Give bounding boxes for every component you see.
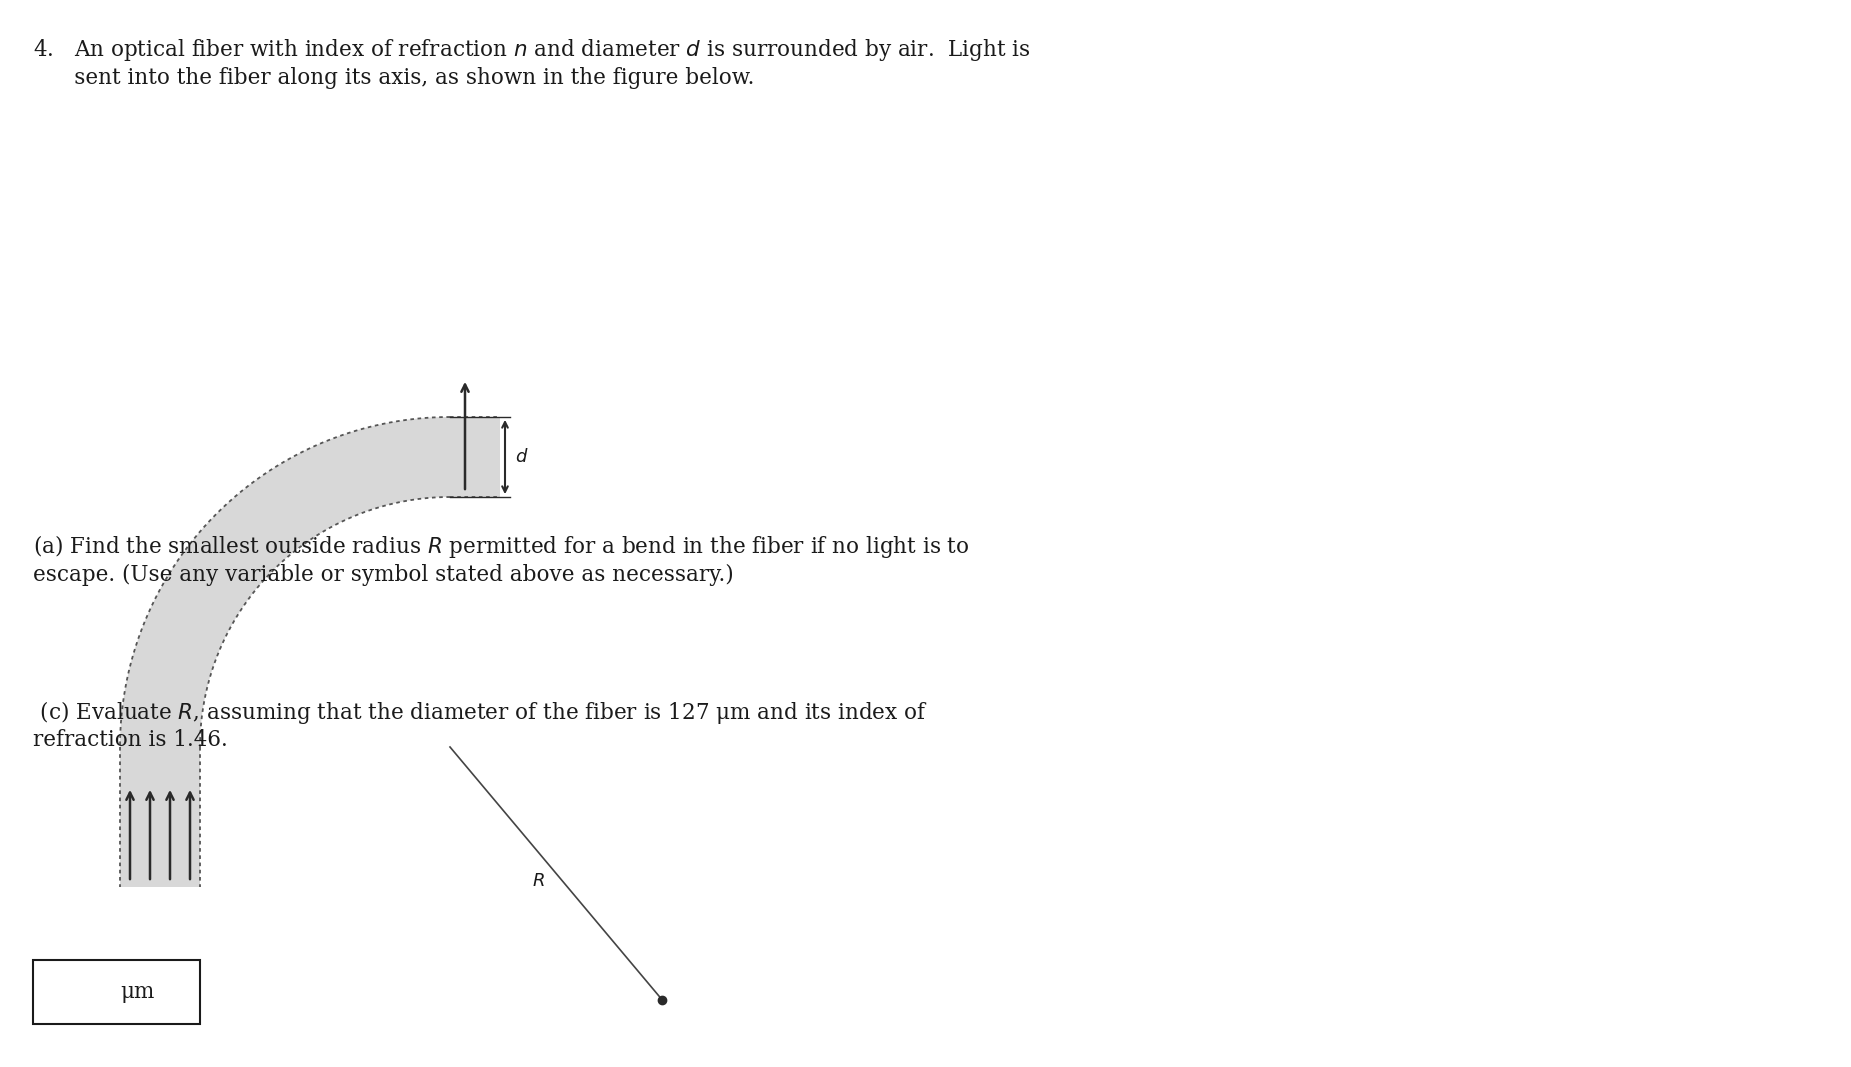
Text: μm: μm: [120, 981, 155, 1003]
Text: $R$: $R$: [531, 872, 544, 890]
Bar: [120, 747, 200, 887]
Polygon shape: [120, 417, 450, 747]
Text: (c) Evaluate $R$, assuming that the diameter of the fiber is 127 μm and its inde: (c) Evaluate $R$, assuming that the diam…: [33, 699, 927, 751]
Text: $d$: $d$: [515, 448, 529, 466]
Bar: [450, 417, 500, 497]
Text: (a) Find the smallest outside radius $R$ permitted for a bend in the fiber if no: (a) Find the smallest outside radius $R$…: [33, 534, 970, 586]
Text: 4.   An optical fiber with index of refraction $n$ and diameter $d$ is surrounde: 4. An optical fiber with index of refrac…: [33, 37, 1031, 89]
